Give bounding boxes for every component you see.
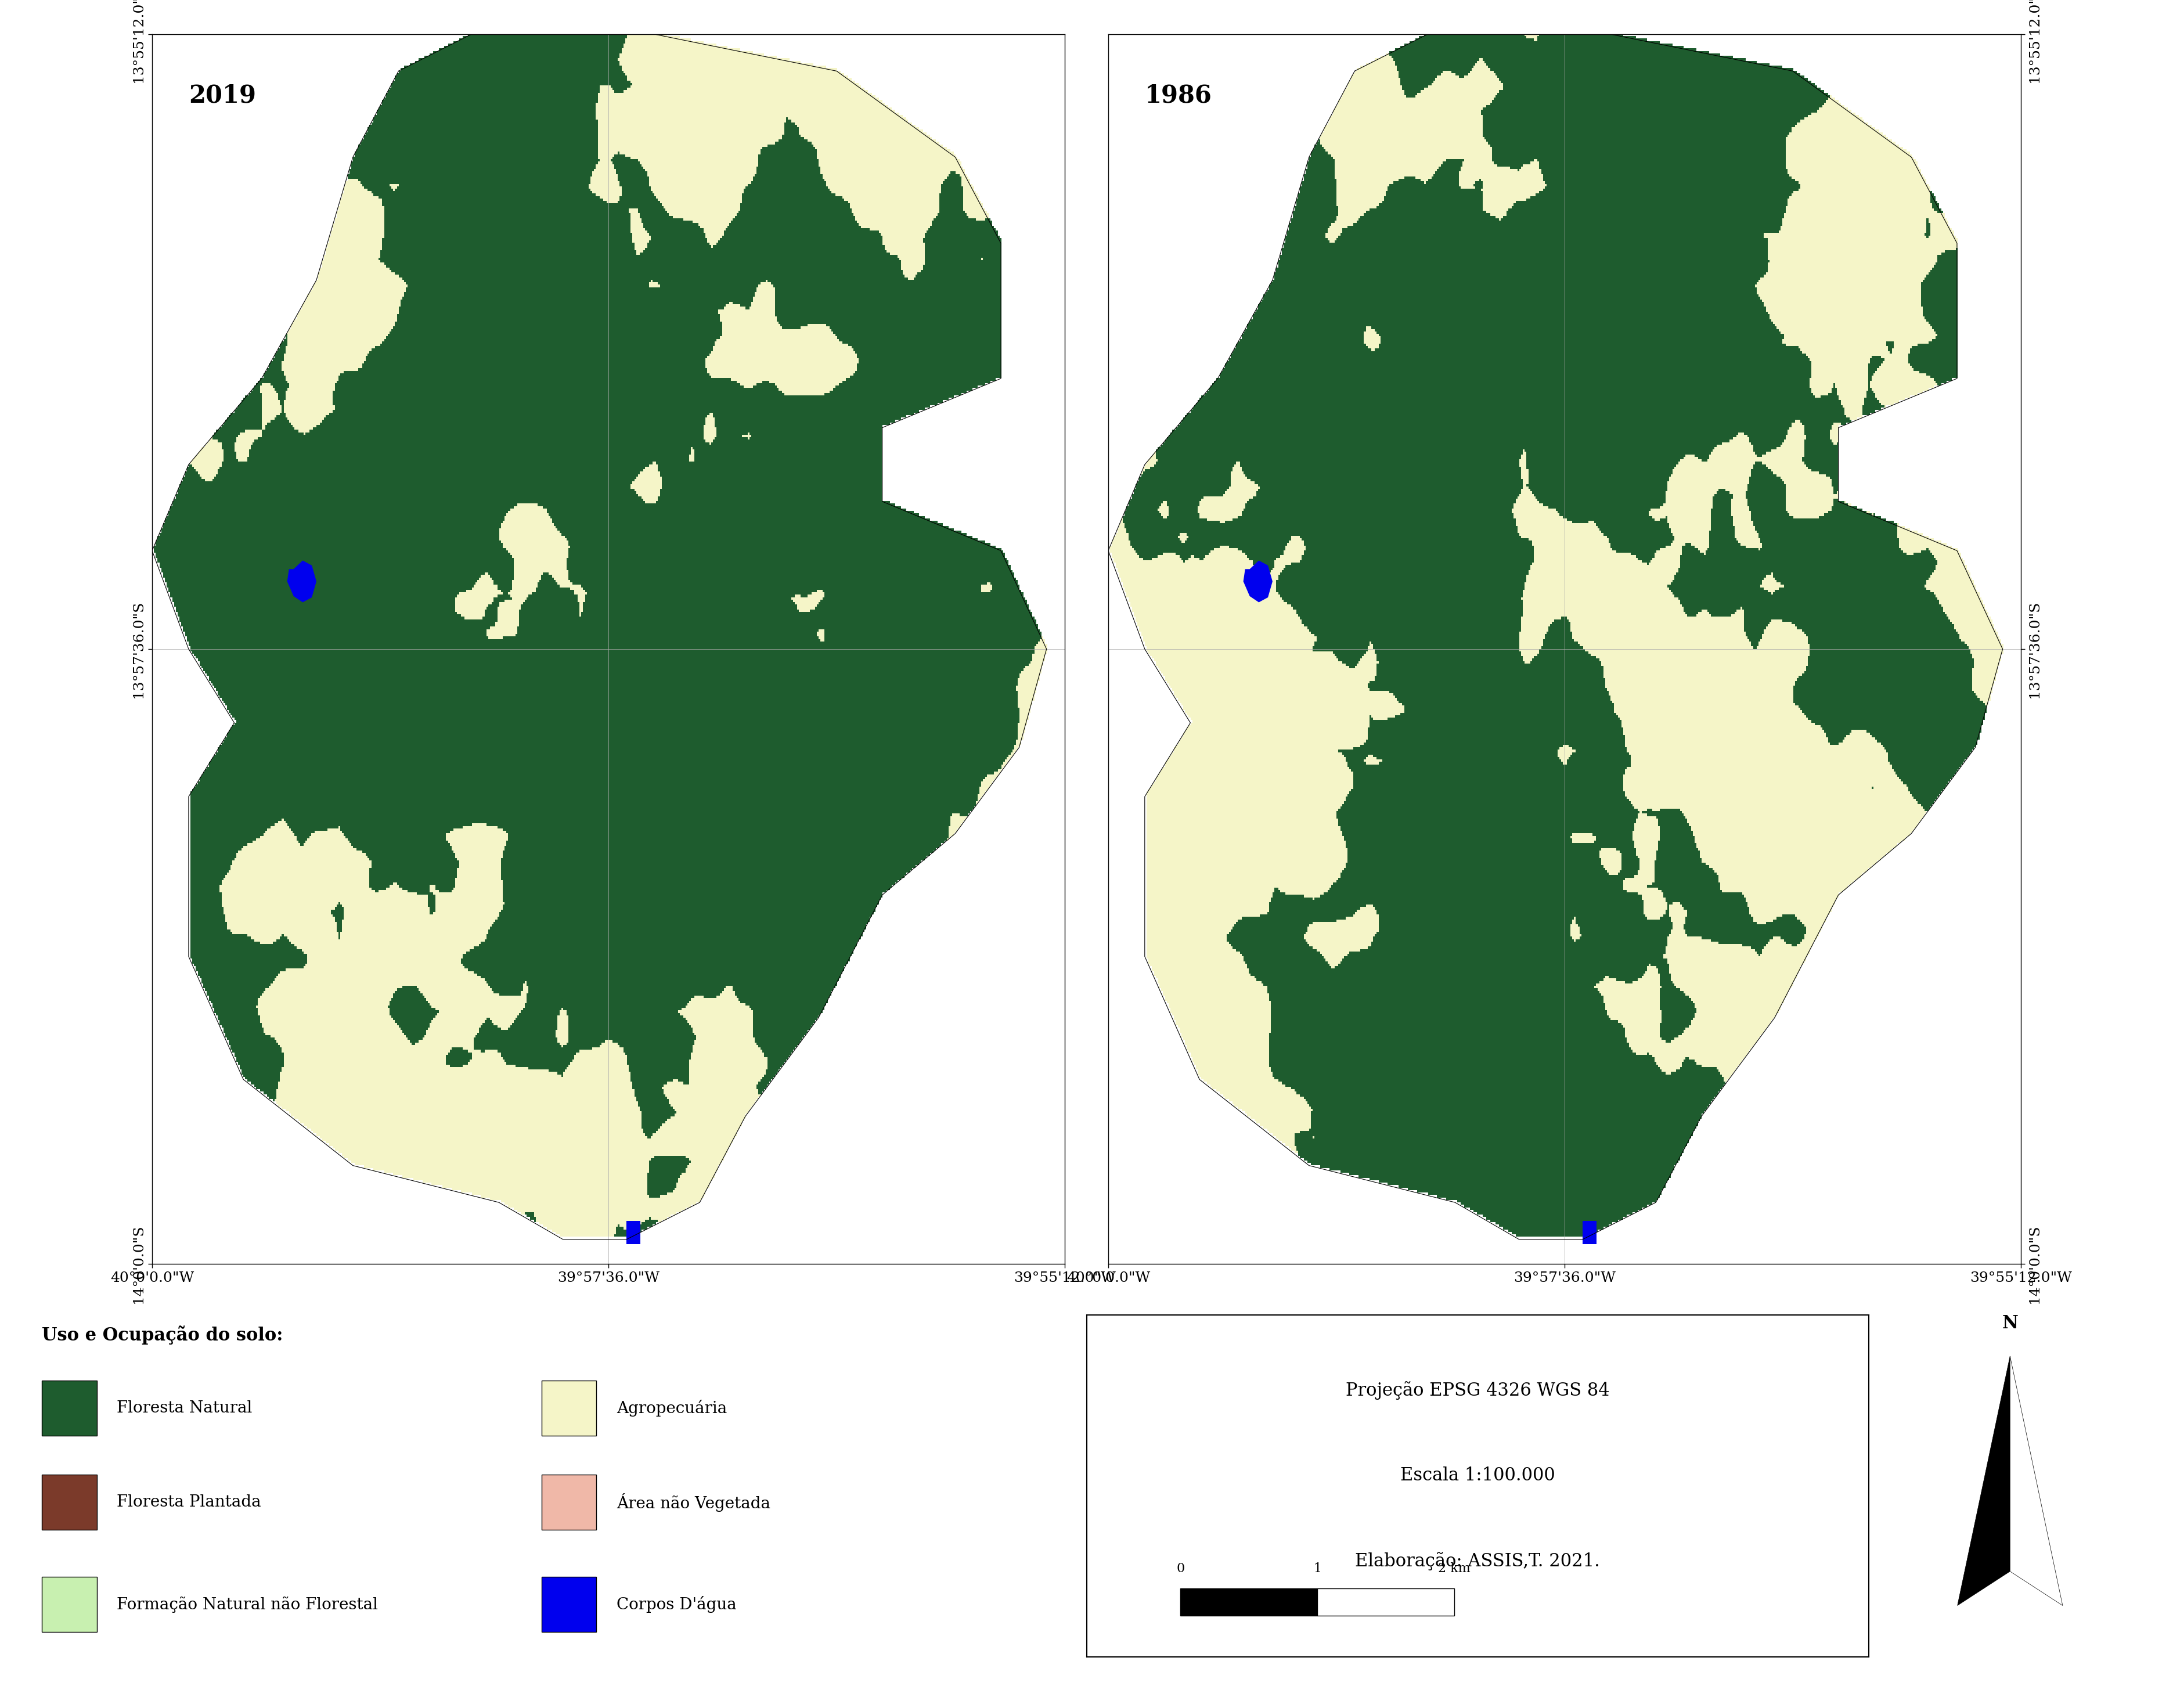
Text: 0: 0 bbox=[1176, 1563, 1184, 1575]
Polygon shape bbox=[2010, 1356, 2062, 1606]
Text: Escala 1:100.000: Escala 1:100.000 bbox=[1399, 1467, 1556, 1484]
Text: Projeção EPSG 4326 WGS 84: Projeção EPSG 4326 WGS 84 bbox=[1345, 1382, 1610, 1399]
Text: Área não Vegetada: Área não Vegetada bbox=[617, 1493, 769, 1512]
Text: 2019: 2019 bbox=[189, 84, 256, 108]
Text: Agropecuária: Agropecuária bbox=[617, 1399, 728, 1416]
FancyBboxPatch shape bbox=[541, 1576, 595, 1633]
FancyBboxPatch shape bbox=[41, 1380, 98, 1435]
Text: Floresta Plantada: Floresta Plantada bbox=[117, 1494, 261, 1510]
Text: 2 km: 2 km bbox=[1439, 1563, 1471, 1575]
Polygon shape bbox=[626, 1221, 641, 1243]
Polygon shape bbox=[1243, 560, 1273, 603]
Text: N: N bbox=[2001, 1313, 2019, 1332]
Text: Corpos D'água: Corpos D'água bbox=[617, 1595, 737, 1612]
Bar bbox=[1317, 1588, 1454, 1616]
Polygon shape bbox=[287, 560, 317, 603]
FancyBboxPatch shape bbox=[41, 1474, 98, 1530]
Bar bbox=[1180, 1588, 1317, 1616]
Polygon shape bbox=[1582, 1221, 1597, 1243]
FancyBboxPatch shape bbox=[541, 1474, 595, 1530]
Text: 1: 1 bbox=[1312, 1563, 1321, 1575]
Polygon shape bbox=[1958, 1356, 2010, 1606]
FancyBboxPatch shape bbox=[41, 1576, 98, 1633]
FancyBboxPatch shape bbox=[541, 1380, 595, 1435]
Text: Floresta Natural: Floresta Natural bbox=[117, 1401, 252, 1416]
Text: Formação Natural não Florestal: Formação Natural não Florestal bbox=[117, 1597, 378, 1612]
Text: Elaboração: ASSIS,T. 2021.: Elaboração: ASSIS,T. 2021. bbox=[1356, 1553, 1599, 1570]
Text: 1986: 1986 bbox=[1145, 84, 1213, 108]
Text: Uso e Ocupação do solo:: Uso e Ocupação do solo: bbox=[41, 1325, 282, 1344]
